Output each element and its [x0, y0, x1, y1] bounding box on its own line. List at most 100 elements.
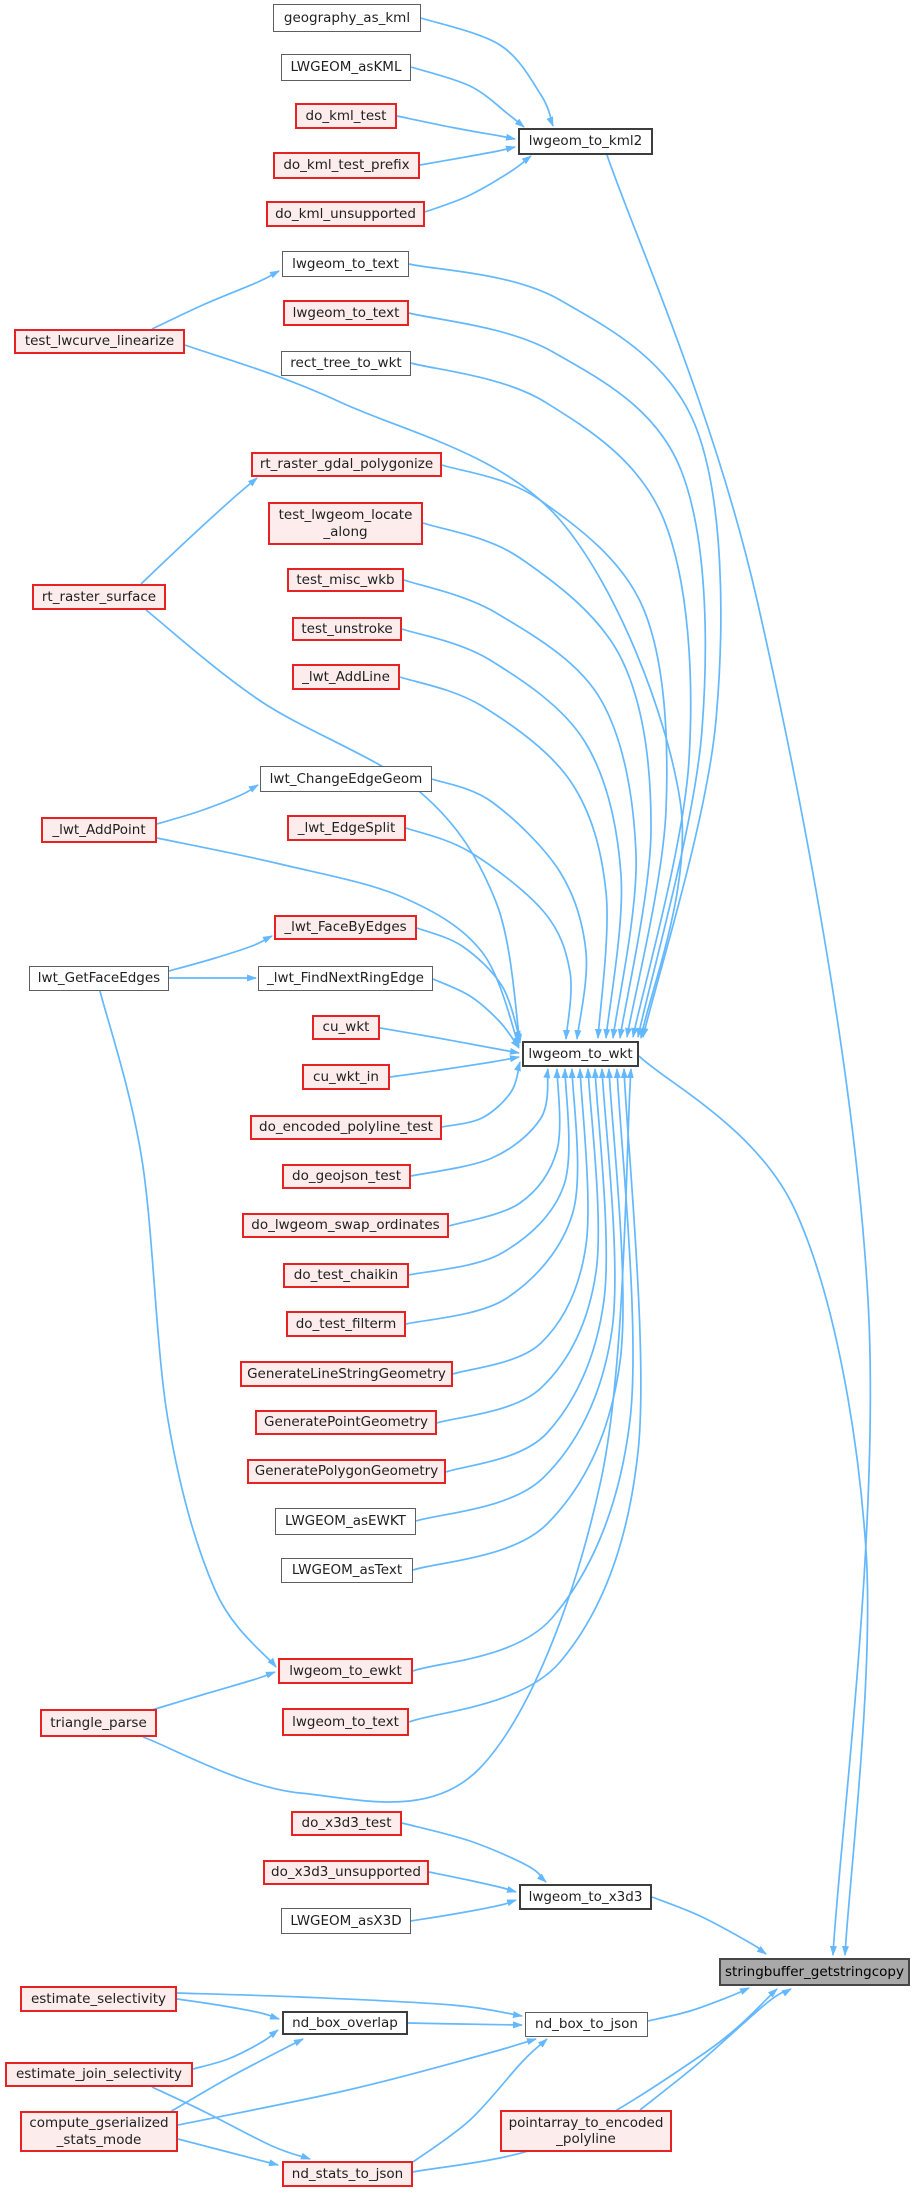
graph-node-test_misc_wkb[interactable]: test_misc_wkb: [287, 568, 404, 592]
edge-LWGEOM_asText-to-lwgeom_to_wkt: [412, 1068, 624, 1571]
graph-node-lwt_ChangeEdgeGeom[interactable]: lwt_ChangeEdgeGeom: [260, 766, 432, 792]
graph-node-lwgeom_to_text_2[interactable]: lwgeom_to_text: [283, 300, 409, 326]
graph-node-rt_raster_surface[interactable]: rt_raster_surface: [32, 584, 166, 610]
edge-do_geojson_test-to-lwgeom_to_wkt: [410, 1068, 551, 1177]
edge-do_test_chaikin-to-lwgeom_to_wkt: [408, 1068, 570, 1276]
graph-node-lwgeom_to_x3d3[interactable]: lwgeom_to_x3d3: [519, 1884, 652, 1910]
edge-compute_gserialized_stats_mode-to-nd_box_overlap: [169, 2038, 304, 2113]
edge-test_unstroke-to-lwgeom_to_wkt: [401, 628, 623, 1039]
edge-lwgeom_to_text_2-to-lwgeom_to_wkt: [408, 312, 707, 1038]
graph-node-GeneratePolygonGeometry[interactable]: GeneratePolygonGeometry: [247, 1459, 446, 1484]
graph-node-do_geojson_test[interactable]: do_geojson_test: [282, 1164, 411, 1189]
graph-node-rect_tree_to_wkt[interactable]: rect_tree_to_wkt: [281, 351, 411, 376]
edge-lwgeom_to_kml2-to-stringbuffer_getstringcopy: [606, 154, 872, 1956]
edge-rt_raster_surface-to-rt_raster_gdal_polygonize: [140, 477, 258, 585]
graph-node-test_unstroke[interactable]: test_unstroke: [292, 617, 402, 641]
edge-do_lwgeom_swap_ordinates-to-lwgeom_to_wkt: [448, 1068, 561, 1227]
edge-test_lwgeom_locate_along-to-lwgeom_to_wkt: [422, 522, 652, 1039]
graph-node-do_kml_test[interactable]: do_kml_test: [295, 103, 397, 129]
graph-node-stringbuffer_getstringcopy[interactable]: stringbuffer_getstringcopy: [719, 1958, 910, 1986]
edge-LWGEOM_asX3D-to-lwgeom_to_x3d3: [410, 1899, 517, 1922]
graph-node-do_encoded_polyline_test[interactable]: do_encoded_polyline_test: [250, 1115, 442, 1140]
graph-node-cu_wkt[interactable]: cu_wkt: [312, 1015, 380, 1040]
graph-node-geography_as_kml[interactable]: geography_as_kml: [273, 4, 421, 32]
edge-LWGEOM_asKML-to-lwgeom_to_kml2: [410, 66, 525, 128]
edge-GenerateLineStringGeometry-to-lwgeom_to_wkt: [452, 1068, 589, 1375]
graph-node-_lwt_EdgeSplit[interactable]: _lwt_EdgeSplit: [287, 815, 406, 841]
edge-estimate_join_selectivity-to-nd_stats_to_json: [151, 2086, 311, 2160]
edge-lwgeom_to_text-to-lwgeom_to_wkt: [408, 263, 722, 1038]
graph-node-do_kml_unsupported[interactable]: do_kml_unsupported: [266, 201, 425, 227]
edge-compute_gserialized_stats_mode-to-nd_box_to_json: [177, 2038, 537, 2126]
edge-do_x3d3_test-to-lwgeom_to_x3d3: [401, 1822, 547, 1883]
graph-node-lwgeom_to_wkt[interactable]: lwgeom_to_wkt: [522, 1041, 639, 1067]
edge-triangle_parse-to-lwgeom_to_ewkt: [151, 1671, 276, 1711]
graph-node-lwgeom_to_text_3[interactable]: lwgeom_to_text: [282, 1708, 409, 1736]
graph-node-_lwt_AddLine[interactable]: _lwt_AddLine: [292, 664, 400, 690]
edge-nd_box_overlap-to-nd_box_to_json: [407, 2021, 523, 2029]
edge-nd_stats_to_json-to-nd_box_to_json: [412, 2038, 548, 2163]
graph-node-_lwt_AddPoint[interactable]: _lwt_AddPoint: [41, 817, 157, 843]
graph-node-do_lwgeom_swap_ordinates[interactable]: do_lwgeom_swap_ordinates: [242, 1213, 449, 1238]
graph-node-compute_gserialized_stats_mode[interactable]: compute_gserialized _stats_mode: [20, 2111, 178, 2152]
edge-rt_raster_gdal_polygonize-to-lwgeom_to_wkt: [441, 464, 668, 1038]
graph-node-GeneratePointGeometry[interactable]: GeneratePointGeometry: [255, 1410, 437, 1435]
graph-node-LWGEOM_asKML[interactable]: LWGEOM_asKML: [281, 54, 411, 81]
graph-node-cu_wkt_in[interactable]: cu_wkt_in: [302, 1064, 390, 1090]
edge-_lwt_FindNextRingEdge-to-lwgeom_to_wkt: [432, 978, 520, 1049]
graph-node-do_kml_test_prefix[interactable]: do_kml_test_prefix: [273, 152, 420, 179]
graph-node-LWGEOM_asText[interactable]: LWGEOM_asText: [281, 1558, 413, 1583]
edge-estimate_selectivity-to-nd_box_to_json: [176, 1992, 523, 2019]
edge-lwgeom_to_x3d3-to-stringbuffer_getstringcopy: [651, 1896, 767, 1955]
graph-node-pointarray_to_encoded_polyline[interactable]: pointarray_to_encoded _polyline: [500, 2110, 672, 2152]
edge-lwgeom_to_wkt-to-stringbuffer_getstringcopy: [638, 1055, 869, 1956]
edge-lwt_GetFaceEdges-to-lwgeom_to_ewkt: [99, 990, 277, 1668]
edge-GeneratePointGeometry-to-lwgeom_to_wkt: [436, 1068, 600, 1424]
graph-node-lwgeom_to_kml2[interactable]: lwgeom_to_kml2: [518, 128, 653, 155]
graph-node-GenerateLineStringGeometry[interactable]: GenerateLineStringGeometry: [240, 1361, 453, 1387]
graph-node-test_lwcurve_linearize[interactable]: test_lwcurve_linearize: [14, 329, 185, 354]
edge-compute_gserialized_stats_mode-to-nd_stats_to_json: [177, 2138, 279, 2167]
edge-LWGEOM_asEWKT-to-lwgeom_to_wkt: [415, 1068, 616, 1522]
edge-do_kml_test-to-lwgeom_to_kml2: [396, 115, 516, 141]
graph-node-triangle_parse[interactable]: triangle_parse: [40, 1709, 157, 1737]
graph-node-lwt_GetFaceEdges[interactable]: lwt_GetFaceEdges: [29, 966, 169, 991]
edge-GeneratePolygonGeometry-to-lwgeom_to_wkt: [445, 1068, 608, 1473]
graph-node-do_x3d3_unsupported[interactable]: do_x3d3_unsupported: [263, 1860, 429, 1885]
graph-node-test_lwgeom_locate_along[interactable]: test_lwgeom_locate _along: [268, 502, 423, 545]
edge-lwt_GetFaceEdges-to-_lwt_FaceByEdges: [168, 935, 273, 972]
graph-node-LWGEOM_asX3D[interactable]: LWGEOM_asX3D: [281, 1908, 411, 1934]
graph-node-estimate_selectivity[interactable]: estimate_selectivity: [20, 1986, 177, 2012]
graph-node-LWGEOM_asEWKT[interactable]: LWGEOM_asEWKT: [275, 1508, 416, 1535]
edge-nd_stats_to_json-to-stringbuffer_getstringcopy: [412, 1988, 778, 2173]
edge-test_misc_wkb-to-lwgeom_to_wkt: [403, 579, 637, 1039]
edge-test_lwcurve_linearize-to-lwgeom_to_wkt: [184, 344, 684, 1039]
edge-estimate_join_selectivity-to-nd_box_overlap: [192, 2029, 279, 2070]
graph-node-_lwt_FaceByEdges[interactable]: _lwt_FaceByEdges: [274, 915, 417, 940]
edge-do_encoded_polyline_test-to-lwgeom_to_wkt: [441, 1061, 521, 1128]
edge-_lwt_FaceByEdges-to-lwgeom_to_wkt: [416, 927, 521, 1041]
graph-node-lwgeom_to_ewkt[interactable]: lwgeom_to_ewkt: [278, 1658, 413, 1684]
graph-node-rt_raster_gdal_polygonize[interactable]: rt_raster_gdal_polygonize: [251, 452, 442, 477]
edge-lwgeom_to_text_3-to-lwgeom_to_wkt: [408, 1068, 642, 1723]
edge-do_kml_unsupported-to-lwgeom_to_kml2: [424, 155, 532, 213]
edge-cu_wkt_in-to-lwgeom_to_wkt: [389, 1055, 520, 1078]
edge-rect_tree_to_wkt-to-lwgeom_to_wkt: [410, 362, 692, 1038]
graph-node-do_test_chaikin[interactable]: do_test_chaikin: [283, 1263, 409, 1288]
graph-node-nd_box_to_json[interactable]: nd_box_to_json: [525, 2012, 648, 2037]
graph-node-lwgeom_to_text[interactable]: lwgeom_to_text: [282, 251, 409, 277]
graph-node-do_x3d3_test[interactable]: do_x3d3_test: [291, 1811, 402, 1836]
graph-node-do_test_filterm[interactable]: do_test_filterm: [286, 1311, 406, 1337]
graph-node-_lwt_FindNextRingEdge[interactable]: _lwt_FindNextRingEdge: [258, 966, 433, 991]
edge-estimate_selectivity-to-nd_box_overlap: [176, 1998, 280, 2020]
graph-node-nd_stats_to_json[interactable]: nd_stats_to_json: [282, 2161, 413, 2187]
graph-node-nd_box_overlap[interactable]: nd_box_overlap: [282, 2011, 408, 2035]
edge-do_x3d3_unsupported-to-lwgeom_to_x3d3: [428, 1871, 517, 1893]
edge-test_lwcurve_linearize-to-lwgeom_to_text: [151, 270, 280, 330]
edge-_lwt_AddPoint-to-lwgeom_to_wkt: [156, 837, 520, 1047]
edge-pointarray_to_encoded_polyline-to-stringbuffer_getstringcopy: [639, 1988, 792, 2111]
edge-cu_wkt-to-lwgeom_to_wkt: [379, 1027, 520, 1055]
graph-node-estimate_join_selectivity[interactable]: estimate_join_selectivity: [5, 2062, 193, 2087]
